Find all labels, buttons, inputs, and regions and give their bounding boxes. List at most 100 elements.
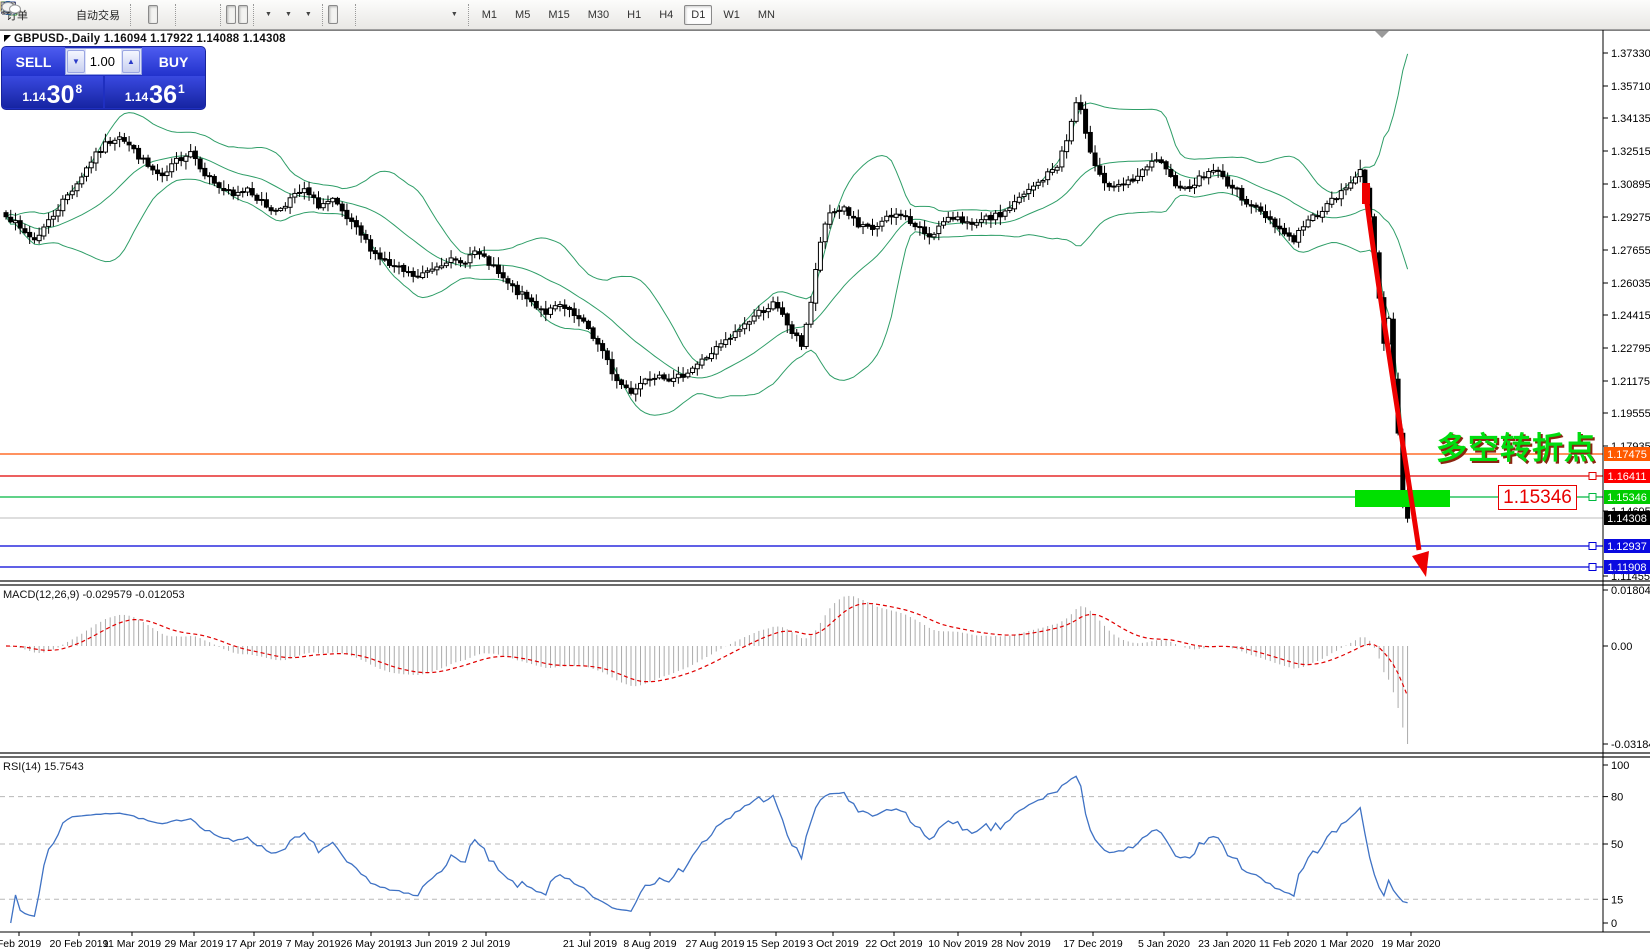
timeframe-m1[interactable]: M1 (481, 8, 498, 21)
sell-price[interactable]: 1.14 30 8 (2, 76, 103, 108)
svg-text:1.26035: 1.26035 (1611, 278, 1650, 290)
rsi-label: RSI(14) 15.7543 (3, 761, 84, 773)
signals-button[interactable] (1, 1, 69, 24)
rsi-line (10, 775, 1408, 924)
svg-text:1.35710: 1.35710 (1611, 81, 1650, 93)
svg-text:0.018048: 0.018048 (1611, 585, 1650, 597)
svg-text:1.17475: 1.17475 (1607, 449, 1647, 461)
timeframe-h1[interactable]: H1 (627, 8, 642, 21)
trend-arrow-head (1412, 551, 1429, 577)
highlight-bar (1355, 490, 1450, 507)
periods-button[interactable]: ▼ (1, 1, 297, 24)
svg-text:11 Mar 2019: 11 Mar 2019 (103, 938, 161, 950)
line-chart-button[interactable] (1, 2, 170, 24)
svg-text:1.30895: 1.30895 (1611, 179, 1650, 191)
svg-text:Feb 2019: Feb 2019 (0, 938, 41, 950)
svg-text:13 Jun 2019: 13 Jun 2019 (400, 938, 458, 950)
dropdown-caret: ▼ (304, 11, 312, 18)
price-flag-annotation[interactable]: 1.15346 (1498, 485, 1577, 510)
indicators-button[interactable]: ▼ (1, 3, 277, 24)
templates-button[interactable]: ▼ (1, 2, 317, 24)
zoom-out-button[interactable] (2, 2, 203, 24)
turning-point-annotation[interactable]: 多空转折点 (1436, 431, 1596, 466)
svg-text:1.29275: 1.29275 (1611, 212, 1650, 224)
sell-price-big: 30 (46, 81, 75, 109)
zoom-in-button[interactable] (2, 2, 191, 24)
svg-text:50: 50 (1611, 839, 1623, 851)
market-button[interactable] (1, 1, 57, 24)
sell-price-sup: 8 (75, 82, 83, 96)
svg-text:1.21175: 1.21175 (1611, 376, 1650, 388)
buy-price-small: 1.14 (124, 90, 149, 104)
trendline-button[interactable] (2, 2, 395, 24)
candlestick-chart-button[interactable] (2, 2, 158, 24)
svg-text:27 Aug 2019: 27 Aug 2019 (686, 938, 745, 950)
svg-text:11 Feb 2020: 11 Feb 2020 (1259, 938, 1317, 950)
sell-price-small: 1.14 (22, 90, 46, 104)
timeframe-m15[interactable]: M15 (548, 8, 570, 21)
arrows-button[interactable]: ▼ (3, 4, 463, 24)
equidistant-channel-button[interactable]: E (2, 2, 407, 24)
timeframe-d1[interactable]: D1 (684, 4, 713, 25)
vertical-line-button[interactable] (5, 2, 371, 24)
cursor-button[interactable] (4, 2, 338, 24)
svg-text:1.19555: 1.19555 (1611, 408, 1650, 420)
text-button[interactable]: A (2, 1, 431, 24)
chart-frame (0, 29, 1650, 933)
macd-signal-line (5, 602, 1409, 697)
chat-icon[interactable] (0, 0, 22, 16)
toolbar-separator (321, 3, 323, 26)
text-label-button[interactable]: T (1, 2, 443, 24)
chart-title: GBPUSD-,Daily 1.16094 1.17922 1.14088 1.… (14, 33, 286, 45)
svg-text:0: 0 (1611, 918, 1617, 930)
macd-axis: 0.018048 0.00 -0.031847 (1603, 585, 1650, 751)
svg-text:7 May 2019: 7 May 2019 (286, 938, 341, 950)
svg-text:2 Jul 2019: 2 Jul 2019 (462, 938, 511, 950)
volume-increase-button[interactable]: ▲ (122, 50, 140, 73)
toolbar-separator (175, 3, 176, 26)
svg-text:1.32515: 1.32515 (1611, 146, 1650, 158)
timeframe-h4[interactable]: H4 (659, 8, 674, 21)
sell-button[interactable]: SELL (2, 47, 65, 76)
svg-text:1.15346: 1.15346 (1607, 492, 1647, 504)
auto-trading-button[interactable]: 自动交易 (1, 5, 125, 24)
svg-text:1.37330: 1.37330 (1611, 48, 1650, 60)
chart-annotations (1355, 183, 1450, 577)
svg-text:26 May 2019: 26 May 2019 (341, 938, 402, 950)
price-axis[interactable]: 1.37330 1.35710 1.34135 1.32515 1.30895 1.292… (1603, 48, 1650, 583)
tile-windows-button[interactable] (1, 1, 215, 24)
fibonacci-button[interactable]: F (2, 3, 419, 24)
auto-scroll-button[interactable] (1, 2, 236, 24)
timeframe-m5[interactable]: M5 (515, 8, 531, 21)
buy-button[interactable]: BUY (142, 47, 205, 76)
horizontal-line-button[interactable] (2, 5, 383, 24)
svg-text:1.24415: 1.24415 (1611, 310, 1650, 322)
journal-button[interactable] (1, 2, 45, 24)
svg-text:1.22795: 1.22795 (1611, 343, 1650, 355)
timeframe-w1[interactable]: W1 (723, 8, 740, 21)
dropdown-caret: ▼ (284, 11, 292, 18)
volume-decrease-button[interactable]: ▼ (67, 50, 85, 73)
level-lines (0, 453, 1603, 571)
svg-text:1.11908: 1.11908 (1608, 562, 1647, 574)
svg-text:28 Nov 2019: 28 Nov 2019 (991, 938, 1051, 950)
bollinger-bands (5, 53, 1409, 485)
svg-text:1.34135: 1.34135 (1611, 113, 1650, 125)
svg-text:80: 80 (1611, 792, 1623, 804)
bar-chart-button[interactable] (1, 3, 146, 24)
chart-shift-button[interactable] (1, 2, 248, 24)
one-click-trading-panel: SELL ▼ 1.00 ▲ BUY 1.14 30 8 1.14 36 1 (2, 47, 205, 109)
timeframe-m30[interactable]: M30 (587, 8, 610, 21)
svg-text:23 Jan 2020: 23 Jan 2020 (1198, 938, 1256, 950)
svg-text:8 Aug 2019: 8 Aug 2019 (623, 938, 676, 950)
volume-input[interactable]: 1.00 (86, 49, 121, 74)
svg-text:1.16411: 1.16411 (1608, 471, 1647, 483)
crosshair-button[interactable] (2, 2, 350, 24)
timeframe-mn[interactable]: MN (757, 8, 775, 21)
buy-price-big: 36 (149, 81, 177, 109)
buy-price[interactable]: 1.14 36 1 (104, 76, 205, 109)
volume-control: ▼ 1.00 ▲ (65, 48, 142, 75)
